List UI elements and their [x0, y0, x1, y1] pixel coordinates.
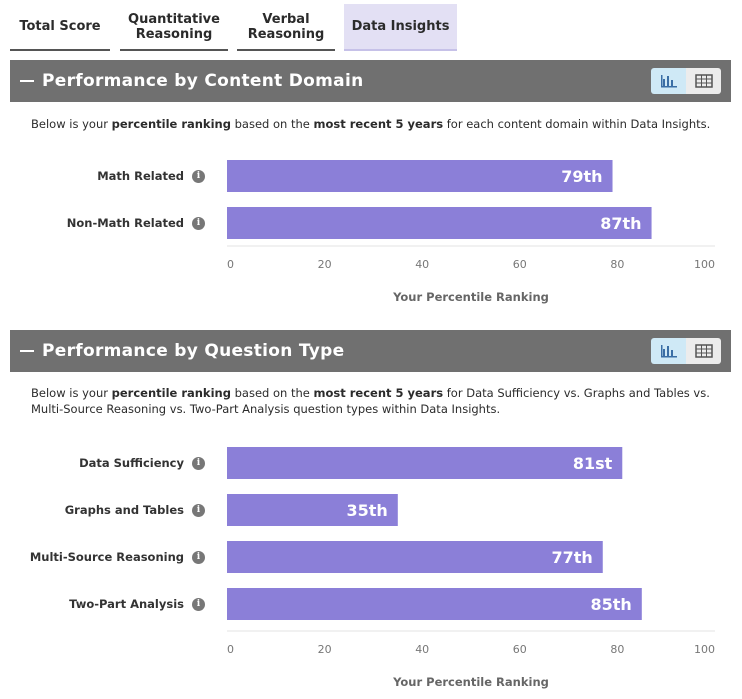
x-tick-label: 80: [610, 258, 624, 271]
category-label: Data Sufficiency: [79, 456, 184, 470]
row-label: Multi-Source Reasoning i: [30, 548, 205, 566]
question-type-section: Performance by Question Type: [10, 330, 731, 699]
description-text: for Data Sufficiency vs. Graphs and Tabl…: [31, 386, 710, 416]
category-label: Graphs and Tables: [64, 503, 184, 517]
section-description: Below is your percentile ranking based o…: [31, 385, 711, 417]
row-label: Math Related i: [97, 167, 205, 185]
tab-quantitative-reasoning[interactable]: Quantitative Reasoning: [120, 4, 228, 51]
view-toggle: [651, 68, 721, 94]
info-icon[interactable]: i: [192, 550, 205, 564]
x-tick-label: 80: [610, 643, 624, 656]
tab-label: Reasoning: [247, 26, 325, 42]
description-text: for each content domain within Data Insi…: [443, 117, 711, 131]
description-text: Below is your: [31, 386, 112, 400]
tab-bar: Total Score Quantitative Reasoning Verba…: [0, 0, 742, 56]
section-description: Below is your percentile ranking based o…: [31, 116, 711, 132]
bar[interactable]: [227, 588, 642, 620]
x-tick-label: 60: [513, 643, 527, 656]
row-label: Two-Part Analysis i: [69, 595, 205, 613]
row-label: Non-Math Related i: [67, 214, 205, 232]
x-tick-label: 100: [694, 258, 715, 271]
minus-icon[interactable]: [20, 350, 34, 352]
x-tick-label: 0: [227, 258, 234, 271]
category-label: Non-Math Related: [66, 216, 184, 230]
minus-icon[interactable]: [20, 80, 34, 82]
bar-value-label: 77th: [551, 548, 592, 567]
bar[interactable]: [227, 494, 398, 526]
info-icon[interactable]: i: [192, 456, 205, 470]
section-header[interactable]: Performance by Question Type: [10, 330, 731, 372]
view-toggle: [651, 338, 721, 364]
category-label: Two-Part Analysis: [69, 597, 184, 611]
description-emphasis: most recent 5 years: [313, 386, 444, 400]
category-label: Multi-Source Reasoning: [29, 550, 184, 564]
tab-total-score[interactable]: Total Score: [10, 4, 110, 51]
description-emphasis: percentile ranking: [111, 386, 231, 400]
bar[interactable]: [227, 447, 623, 479]
section-header[interactable]: Performance by Content Domain: [10, 60, 731, 102]
bar-value-label: 87th: [600, 214, 641, 233]
tab-verbal-reasoning[interactable]: Verbal Reasoning: [237, 4, 335, 51]
bar-chart-icon: [660, 75, 677, 88]
description-text: Below is your: [31, 117, 112, 131]
x-axis-title: Your Percentile Ranking: [392, 675, 549, 689]
section-title: Performance by Content Domain: [42, 71, 364, 91]
x-axis-title: Your Percentile Ranking: [392, 290, 549, 304]
tab-label: Quantitative: [128, 11, 220, 27]
category-label: Math Related: [97, 169, 184, 183]
row-label: Data Sufficiency i: [79, 454, 205, 472]
bar-value-label: 79th: [561, 167, 602, 186]
x-tick-label: 40: [415, 258, 429, 271]
description-emphasis: most recent 5 years: [313, 117, 444, 131]
x-tick-label: 20: [318, 258, 332, 271]
x-tick-label: 0: [227, 643, 234, 656]
info-icon[interactable]: i: [192, 169, 205, 183]
tab-label: Reasoning: [135, 26, 213, 42]
tab-label: Verbal: [262, 11, 310, 27]
bar-value-label: 35th: [346, 501, 387, 520]
table-view-button[interactable]: [686, 338, 721, 364]
table-icon: [694, 344, 713, 358]
description-emphasis: percentile ranking: [111, 117, 231, 131]
info-icon[interactable]: i: [192, 597, 205, 611]
description-text: based on the: [230, 117, 314, 131]
bar-value-label: 85th: [590, 595, 631, 614]
table-icon: [694, 74, 713, 88]
info-icon[interactable]: i: [192, 216, 205, 230]
bar-value-label: 81st: [573, 454, 613, 473]
bar[interactable]: [227, 207, 652, 239]
table-view-button[interactable]: [686, 68, 721, 94]
x-tick-label: 20: [318, 643, 332, 656]
section-title: Performance by Question Type: [42, 341, 345, 361]
bar[interactable]: [227, 160, 613, 192]
row-label: Graphs and Tables i: [65, 501, 205, 519]
x-tick-label: 40: [415, 643, 429, 656]
tab-data-insights[interactable]: Data Insights: [344, 4, 457, 51]
tab-label: Total Score: [19, 19, 101, 34]
x-tick-label: 100: [694, 643, 715, 656]
bar[interactable]: [227, 541, 603, 573]
x-tick-label: 60: [513, 258, 527, 271]
description-text: based on the: [230, 386, 314, 400]
content-domain-section: Performance by Content Domain: [10, 60, 731, 322]
chart-view-button[interactable]: [651, 338, 686, 364]
tab-label: Data Insights: [351, 19, 450, 34]
chart-view-button[interactable]: [651, 68, 686, 94]
info-icon[interactable]: i: [192, 503, 205, 517]
bar-chart-icon: [660, 345, 677, 358]
